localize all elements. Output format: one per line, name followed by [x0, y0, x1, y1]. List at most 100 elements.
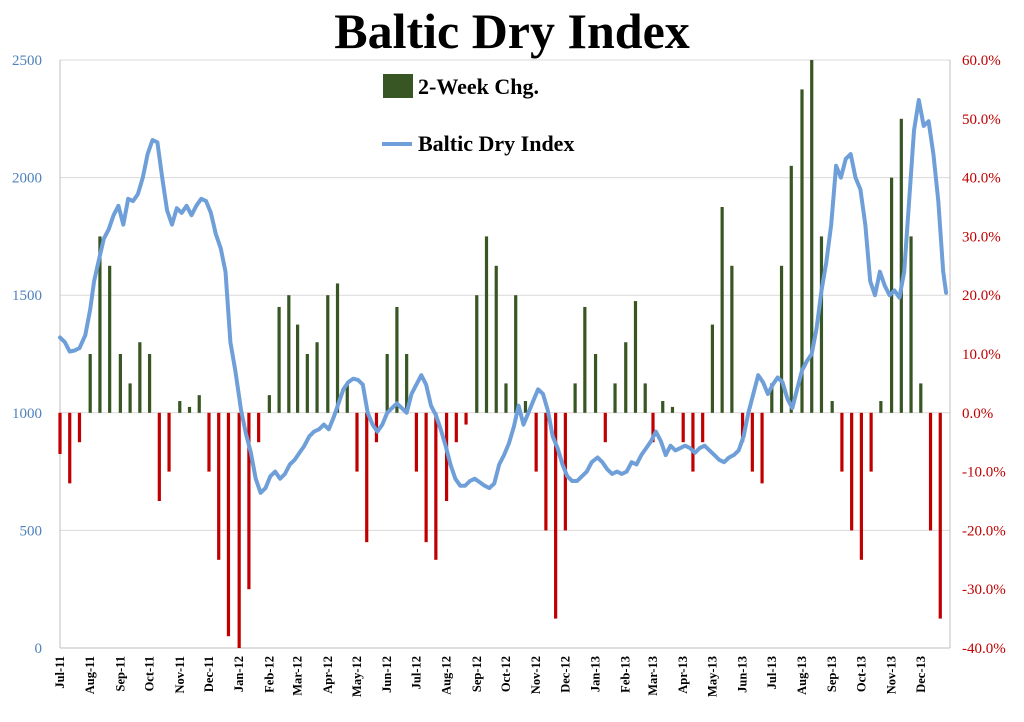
x-tick-label: Apr-12	[321, 656, 335, 694]
bar	[800, 89, 804, 413]
bar	[207, 412, 211, 472]
bar	[770, 383, 774, 413]
x-tick-label: Oct-12	[499, 656, 513, 692]
bar	[434, 412, 438, 560]
bar	[879, 401, 883, 413]
x-tick-label: Aug-11	[83, 656, 97, 694]
bar	[277, 306, 281, 413]
bar	[938, 412, 942, 619]
bar	[424, 412, 428, 543]
bar	[869, 412, 873, 472]
bar	[197, 395, 201, 413]
bar	[345, 383, 349, 413]
bar	[523, 401, 528, 413]
bar	[295, 324, 300, 413]
x-tick-label: Jul-11	[53, 656, 67, 689]
bar	[624, 342, 628, 413]
legend-swatch-bars	[383, 74, 413, 98]
bar	[919, 383, 923, 413]
bar	[810, 60, 814, 413]
right-tick-label: -30.0%	[962, 582, 1006, 598]
bar	[187, 406, 192, 413]
bar	[464, 412, 468, 425]
bar	[365, 412, 369, 543]
bar	[593, 354, 598, 413]
bar	[613, 383, 617, 413]
bar	[178, 401, 182, 413]
bar	[287, 295, 291, 413]
x-tick-label: Dec-11	[202, 656, 216, 692]
bar	[157, 412, 161, 501]
right-tick-label: 20.0%	[962, 288, 1001, 304]
left-tick-label: 1500	[12, 288, 42, 304]
bar	[740, 412, 745, 443]
x-tick-label: May-13	[705, 656, 719, 697]
bar	[760, 412, 764, 484]
bar	[475, 295, 479, 413]
bar	[385, 354, 389, 413]
right-tick-label: -10.0%	[962, 465, 1006, 481]
legend-item-bars: 2-Week Chg.	[383, 74, 539, 99]
x-tick-label: Mar-12	[291, 656, 305, 696]
bar	[305, 354, 309, 413]
bar	[928, 412, 933, 531]
right-tick-label: 40.0%	[962, 171, 1001, 187]
left-tick-label: 1000	[12, 406, 42, 422]
bar	[108, 265, 112, 413]
bar	[544, 412, 548, 531]
bar	[267, 395, 271, 413]
x-tick-label: Nov-12	[529, 656, 543, 694]
bar	[909, 236, 913, 413]
x-tick-label: Jul-12	[409, 656, 423, 689]
left-tick-label: 500	[20, 523, 43, 539]
bar	[583, 306, 587, 413]
bar	[77, 412, 82, 443]
bar	[484, 236, 489, 413]
bar	[247, 412, 251, 590]
x-tick-label: Apr-13	[676, 656, 690, 694]
bar	[554, 412, 558, 619]
bar	[118, 354, 122, 413]
x-tick-label: Sep-11	[113, 656, 127, 691]
x-tick-label: Jul-13	[765, 656, 779, 689]
right-tick-label: 0.0%	[962, 406, 993, 422]
bar	[850, 412, 854, 531]
right-tick-label: 30.0%	[962, 229, 1001, 245]
x-tick-label: Oct-13	[854, 656, 868, 692]
left-tick-label: 2000	[12, 171, 42, 187]
x-tick-label: Jan-12	[232, 656, 246, 692]
legend-label-line: Baltic Dry Index	[418, 131, 574, 156]
x-tick-label: Dec-12	[558, 656, 572, 693]
bar	[789, 165, 793, 413]
bar	[226, 412, 231, 637]
bar	[830, 401, 834, 413]
bar	[779, 265, 784, 413]
bar	[167, 412, 171, 472]
bar	[147, 354, 152, 413]
bar	[355, 412, 359, 472]
bar	[504, 383, 508, 413]
left-axis-ticks: 0 500 1000 1500 2000 2500	[12, 53, 42, 657]
right-tick-label: 50.0%	[962, 112, 1001, 128]
right-tick-label: -20.0%	[962, 523, 1006, 539]
bar	[840, 412, 844, 472]
x-tick-label: Sep-12	[470, 656, 484, 692]
bar	[128, 383, 132, 413]
legend-item-line: Baltic Dry Index	[382, 131, 574, 156]
bar	[395, 306, 399, 413]
x-tick-label: Oct-11	[143, 656, 157, 691]
bar	[514, 295, 518, 413]
bar	[217, 412, 221, 560]
x-tick-label: Feb-13	[619, 656, 633, 693]
right-tick-label: -40.0%	[962, 641, 1006, 657]
right-tick-label: 60.0%	[962, 53, 1001, 69]
left-tick-label: 2500	[12, 53, 42, 69]
x-tick-label: Mar-13	[646, 656, 660, 696]
bar	[750, 412, 754, 472]
bar	[573, 383, 577, 413]
x-axis-ticks: Jul-11 Aug-11 Sep-11 Oct-11 Nov-11 Dec-11 Jan-…	[53, 656, 928, 697]
bar	[454, 412, 458, 443]
right-tick-label: 10.0%	[962, 347, 1001, 363]
bar	[405, 354, 409, 413]
x-tick-label: Jun-12	[380, 656, 394, 693]
